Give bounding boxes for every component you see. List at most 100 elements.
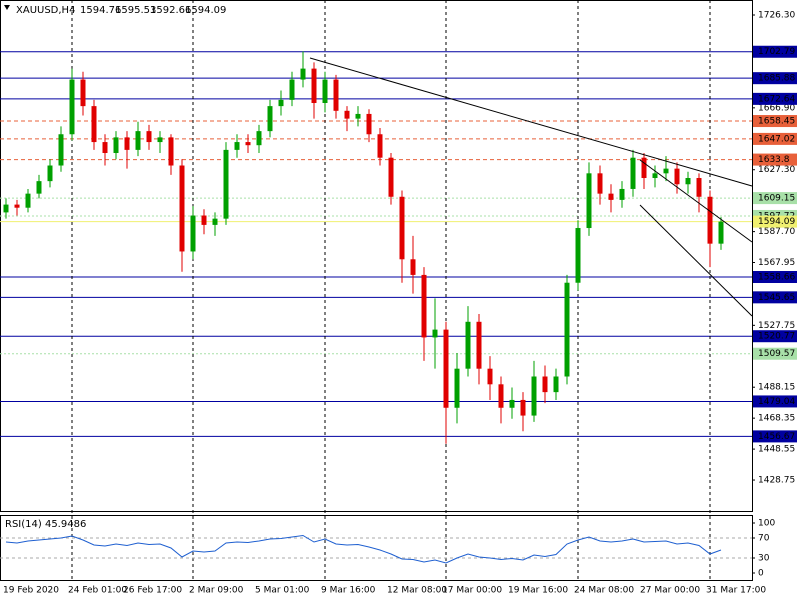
candle-body bbox=[630, 157, 636, 189]
level-label: 1456.67 bbox=[758, 432, 795, 442]
trend-line bbox=[639, 159, 753, 243]
menu-arrow[interactable] bbox=[4, 5, 10, 10]
y-tick-label: 1448.55 bbox=[758, 445, 795, 455]
level-label: 1633.8 bbox=[758, 155, 790, 165]
level-tag bbox=[753, 132, 797, 145]
level-label: 1479.04 bbox=[758, 397, 795, 407]
level-label: 1558.66 bbox=[758, 273, 795, 283]
rsi-tick-label: 70 bbox=[758, 534, 770, 544]
x-tick-label: 26 Feb 17:00 bbox=[123, 586, 182, 596]
candle-body bbox=[377, 134, 383, 158]
level-tag bbox=[753, 291, 797, 304]
candle-body bbox=[190, 215, 196, 252]
y-tick-label: 1666.90 bbox=[758, 103, 795, 113]
candle-body bbox=[575, 228, 581, 283]
candle-body bbox=[157, 137, 163, 143]
candle-body bbox=[674, 168, 680, 185]
x-tick-label: 5 Mar 01:00 bbox=[255, 586, 310, 596]
header-close: 1594.09 bbox=[185, 5, 226, 16]
x-tick-label: 17 Mar 00:00 bbox=[442, 586, 502, 596]
candle-body bbox=[696, 178, 702, 197]
rsi-tick-label: 0 bbox=[758, 569, 764, 579]
candle-body bbox=[432, 329, 438, 338]
candle-body bbox=[36, 181, 42, 194]
level-label: 1658.45 bbox=[758, 117, 795, 127]
candle-body bbox=[102, 142, 108, 154]
candle-body bbox=[47, 165, 53, 182]
candle-body bbox=[707, 196, 713, 244]
main-panel bbox=[0, 0, 753, 512]
level-tag bbox=[753, 347, 797, 360]
candle-body bbox=[311, 68, 317, 103]
candle-body bbox=[201, 215, 207, 225]
candle-body bbox=[542, 376, 548, 393]
candle-body bbox=[465, 321, 471, 369]
candle-body bbox=[278, 99, 284, 107]
candle-body bbox=[641, 157, 647, 179]
candle-body bbox=[443, 329, 449, 408]
level-label: 1647.02 bbox=[758, 134, 795, 144]
y-tick-label: 1488.15 bbox=[758, 383, 795, 393]
rsi-tick-label: 30 bbox=[758, 554, 770, 564]
candle-body bbox=[212, 218, 218, 225]
rsi-tick-label: 100 bbox=[758, 519, 775, 529]
candle-body bbox=[322, 79, 328, 103]
x-tick-label: 19 Mar 16:00 bbox=[508, 586, 568, 596]
candle-body bbox=[245, 142, 251, 146]
header-open: 1594.76 bbox=[80, 5, 121, 16]
level-tag bbox=[753, 45, 797, 58]
level-label: 1609.15 bbox=[758, 194, 795, 204]
candle-body bbox=[234, 142, 240, 150]
level-label: 1685.88 bbox=[758, 74, 795, 84]
y-tick-label: 1587.70 bbox=[758, 227, 795, 237]
marks bbox=[3, 51, 724, 564]
candle-body bbox=[663, 168, 669, 174]
level-tag bbox=[753, 430, 797, 443]
x-tick-label: 24 Feb 01:00 bbox=[68, 586, 127, 596]
candle-body bbox=[685, 178, 691, 185]
symbol: XAUUSD,H4 bbox=[16, 5, 75, 16]
level-tag bbox=[753, 115, 797, 128]
candle-body bbox=[333, 79, 339, 111]
candle-body bbox=[69, 79, 75, 135]
candle-body bbox=[553, 376, 559, 393]
x-tick-label: 19 Feb 2020 bbox=[3, 586, 59, 596]
y-tick-label: 1726.30 bbox=[758, 11, 795, 21]
y-tick-label: 1527.75 bbox=[758, 321, 795, 331]
candle-body bbox=[80, 79, 86, 107]
y-tick-label: 1567.95 bbox=[758, 258, 795, 268]
level-tag bbox=[753, 395, 797, 408]
candle-body bbox=[124, 137, 130, 150]
candle-body bbox=[454, 368, 460, 408]
candle-body bbox=[289, 79, 295, 100]
candle-body bbox=[509, 399, 515, 408]
candle-body bbox=[135, 131, 141, 150]
candle-body bbox=[355, 113, 361, 119]
level-tag bbox=[753, 92, 797, 105]
candle-body bbox=[498, 384, 504, 408]
candle-body bbox=[267, 106, 273, 132]
candle-body bbox=[410, 259, 416, 275]
candle-body bbox=[256, 131, 262, 146]
level-label: 1672.64 bbox=[758, 94, 795, 104]
candle-body bbox=[179, 165, 185, 252]
candle-body bbox=[366, 113, 372, 135]
candle-body bbox=[619, 188, 625, 200]
candle-body bbox=[531, 376, 537, 416]
candle-body bbox=[300, 68, 306, 80]
candle-body bbox=[487, 368, 493, 385]
candle-body bbox=[58, 134, 64, 166]
level-tag bbox=[753, 192, 797, 205]
candle-body bbox=[597, 173, 603, 194]
candle-body bbox=[113, 137, 119, 154]
candle-body bbox=[3, 204, 9, 213]
candle-body bbox=[652, 173, 658, 179]
level-tag bbox=[753, 72, 797, 85]
x-tick-label: 9 Mar 16:00 bbox=[321, 586, 376, 596]
candle-body bbox=[25, 193, 31, 208]
level-tag bbox=[753, 330, 797, 343]
x-tick-label: 27 Mar 00:00 bbox=[640, 586, 700, 596]
level-label: 1545.65 bbox=[758, 293, 795, 303]
